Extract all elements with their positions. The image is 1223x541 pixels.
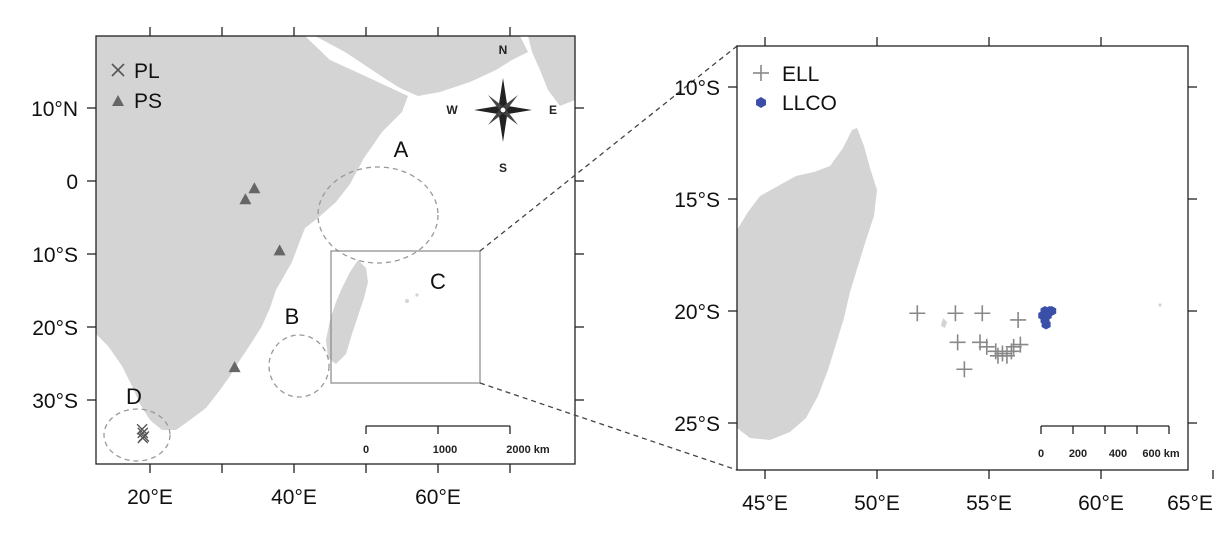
ps-point [239, 193, 252, 205]
left-y-tick-10s: 10°S [32, 244, 78, 267]
region-circles [103, 166, 439, 462]
right-scale-tick-200: 200 [1069, 448, 1087, 460]
zoom-connector-lines [479, 45, 738, 471]
ell-point [1012, 336, 1029, 353]
right-scale-tick-0: 0 [1038, 448, 1044, 460]
compass-n: N [499, 43, 508, 57]
ell-point [1010, 311, 1027, 328]
right-points [909, 305, 1057, 378]
legend-label-llco: LLCO [782, 92, 837, 115]
right-legend: ELL LLCO [753, 63, 837, 115]
region-c-box [330, 250, 481, 384]
ell-point [947, 305, 964, 322]
legend-label-ps: PS [134, 90, 162, 113]
ell-point [1005, 338, 1022, 355]
left-x-tick-60e: 60°E [415, 486, 461, 509]
right-x-tick-55e: 55°E [966, 492, 1012, 515]
left-scale-tick-1000: 1000 [433, 444, 457, 456]
region-label-b: B [285, 304, 300, 329]
legend-plus-icon [753, 65, 769, 81]
left-x-tick-40e: 40°E [271, 486, 317, 509]
ps-point [228, 361, 241, 373]
right-axis-ticks [728, 37, 1214, 479]
right-scale-tick-400: 400 [1109, 448, 1127, 460]
ps-point [248, 182, 261, 194]
region-a-circle [317, 166, 439, 264]
ell-point [974, 305, 991, 322]
right-x-tick-60e: 60°E [1078, 492, 1124, 515]
llco-point [1047, 306, 1057, 316]
right-scale-tick-600: 600 km [1142, 448, 1180, 460]
pl-point [137, 432, 149, 444]
left-y-tick-30s: 30°S [32, 390, 78, 413]
ell-point [909, 305, 926, 322]
ell-point [949, 334, 966, 351]
compass-s: S [499, 161, 507, 175]
ell-point [987, 343, 1004, 360]
region-b-circle [268, 334, 330, 398]
mauritius-island [415, 293, 419, 297]
ell-point [956, 361, 973, 378]
left-legend: PL PS [111, 60, 162, 113]
left-axis-ticks [87, 27, 584, 473]
right-land [737, 128, 1162, 440]
right-y-tick-25s: 25°S [674, 413, 720, 436]
right-y-tick-10s: 10°S [674, 77, 720, 100]
left-y-tick-10n: 10°N [31, 98, 78, 121]
compass-w: W [446, 103, 458, 117]
left-y-tick-0: 0 [66, 171, 78, 194]
left-map: 20°E 40°E 60°E 10°N 0 10°S 20°S 30°S PL … [31, 27, 584, 509]
left-land [96, 36, 575, 430]
india-landmass [528, 36, 575, 106]
region-label-c: C [430, 269, 446, 294]
region-d-circle [103, 408, 171, 462]
right-scale-bar [1040, 425, 1170, 434]
llco-point [1041, 319, 1051, 330]
legend-cross-icon [111, 63, 125, 77]
right-y-tick-20s: 20°S [674, 301, 720, 324]
region-label-d: D [126, 384, 142, 409]
ell-point [994, 345, 1011, 362]
ell-point [972, 334, 989, 351]
legend-dot-icon [756, 97, 766, 108]
africa-landmass [96, 36, 408, 430]
right-map-frame [736, 45, 1189, 471]
ell-point [978, 338, 995, 355]
right-map: 45°E 50°E 55°E 60°E 65°E 10°S 15°S 20°S … [674, 37, 1214, 515]
ell-point [1003, 343, 1020, 360]
right-x-tick-65e: 65°E [1167, 492, 1213, 515]
compass-rose-icon [474, 78, 532, 142]
left-scale-tick-0: 0 [363, 444, 369, 456]
right-x-tick-45e: 45°E [742, 492, 788, 515]
ps-point [273, 244, 286, 256]
left-map-frame [95, 35, 576, 465]
rodrigues-island [1158, 303, 1162, 307]
legend-label-ell: ELL [782, 63, 819, 86]
pl-point [137, 427, 149, 439]
left-x-tick-20e: 20°E [127, 486, 173, 509]
ell-point [989, 347, 1006, 364]
madagascar-landmass-detail [737, 128, 877, 440]
legend-label-pl: PL [134, 60, 160, 83]
left-scale-bar [365, 425, 511, 434]
left-points [136, 182, 286, 444]
compass-e: E [549, 103, 557, 117]
reunion-island [405, 299, 409, 303]
left-y-tick-20s: 20°S [32, 317, 78, 340]
madagascar-landmass [326, 260, 368, 364]
right-y-tick-15s: 15°S [674, 189, 720, 212]
pl-point [136, 423, 148, 435]
left-scale-tick-2000: 2000 km [506, 444, 550, 456]
reunion-island-detail [941, 318, 947, 328]
arabia-landmass [315, 36, 528, 96]
legend-triangle-icon [112, 95, 124, 106]
region-label-a: A [394, 137, 409, 162]
right-x-tick-50e: 50°E [854, 492, 900, 515]
